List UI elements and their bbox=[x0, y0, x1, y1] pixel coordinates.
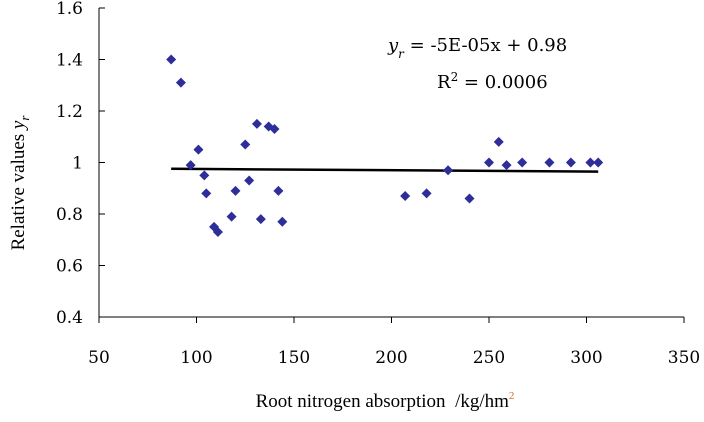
trendline bbox=[171, 167, 599, 173]
equation-subscript: r bbox=[398, 47, 405, 61]
data-point bbox=[400, 190, 411, 201]
x-axis-unit: /kg/hm bbox=[455, 391, 509, 412]
data-point bbox=[212, 227, 223, 238]
plot-area: 0.4 0.6 0.8 1 1.2 1.4 1.6 50 100 150 200 250 300 350 bbox=[56, 0, 700, 368]
y-tick-label: 1.2 bbox=[56, 102, 83, 122]
data-point bbox=[230, 185, 241, 196]
data-point bbox=[565, 157, 576, 168]
data-point bbox=[240, 139, 251, 150]
data-point bbox=[421, 188, 432, 199]
equation-line: yr = -5E-05x + 0.98 bbox=[387, 35, 567, 61]
data-point bbox=[199, 170, 210, 181]
data-point bbox=[593, 157, 604, 168]
data-point bbox=[226, 211, 237, 222]
data-point bbox=[244, 175, 255, 186]
equation-rhs: = -5E-05x + 0.98 bbox=[404, 35, 567, 56]
data-point bbox=[255, 214, 266, 225]
y-axis-title-text: Relative values bbox=[8, 134, 29, 251]
data-point bbox=[166, 54, 177, 65]
y-axis-title-var: y bbox=[8, 120, 29, 131]
data-point bbox=[517, 157, 528, 168]
data-point bbox=[201, 188, 212, 199]
data-point bbox=[501, 160, 512, 171]
y-tick-label: 0.4 bbox=[56, 308, 83, 328]
regression-equation: yr = -5E-05x + 0.98 R2 = 0.0006 bbox=[387, 35, 567, 93]
data-point bbox=[273, 185, 284, 196]
x-tick-label: 200 bbox=[375, 348, 407, 368]
r2-label: R bbox=[437, 72, 451, 93]
trendline-group bbox=[171, 167, 599, 173]
x-axis-title-text: Root nitrogen absorption bbox=[256, 391, 446, 412]
data-point bbox=[193, 144, 204, 155]
y-axis-title: Relative values yr bbox=[8, 115, 32, 251]
x-axis-title: Root nitrogen absorption /kg/hm2 bbox=[256, 390, 515, 412]
x-tick-label: 300 bbox=[570, 348, 602, 368]
equation-var: y bbox=[387, 35, 399, 56]
data-point bbox=[544, 157, 555, 168]
x-tick-label: 50 bbox=[88, 348, 110, 368]
data-point bbox=[484, 157, 494, 168]
data-point bbox=[443, 165, 454, 176]
data-points bbox=[166, 54, 604, 238]
x-tick-label: 350 bbox=[668, 348, 700, 368]
data-point bbox=[464, 193, 475, 204]
y-tick-label: 1.4 bbox=[56, 51, 83, 71]
data-point bbox=[251, 118, 262, 129]
r2-value: = 0.0006 bbox=[458, 72, 548, 93]
x-axis-unit-superscript: 2 bbox=[509, 390, 515, 402]
x-ticks: 50 100 150 200 250 300 350 bbox=[88, 317, 700, 368]
y-tick-label: 0.8 bbox=[56, 205, 83, 225]
y-ticks: 0.4 0.6 0.8 1 1.2 1.4 1.6 bbox=[56, 0, 105, 328]
data-point bbox=[585, 157, 596, 168]
y-tick-label: 1 bbox=[72, 154, 83, 174]
r2-superscript: 2 bbox=[451, 70, 459, 84]
data-point bbox=[269, 124, 280, 135]
r-squared: R2 = 0.0006 bbox=[437, 70, 548, 93]
y-tick-label: 0.6 bbox=[56, 257, 83, 277]
x-tick-label: 250 bbox=[473, 348, 505, 368]
data-point bbox=[493, 136, 504, 147]
x-tick-label: 100 bbox=[180, 348, 212, 368]
y-tick-label: 1.6 bbox=[56, 0, 83, 19]
y-axis-title-sub: r bbox=[17, 115, 32, 121]
data-point bbox=[175, 77, 186, 88]
x-tick-label: 150 bbox=[278, 348, 310, 368]
data-point bbox=[277, 216, 288, 227]
data-point bbox=[185, 160, 196, 171]
